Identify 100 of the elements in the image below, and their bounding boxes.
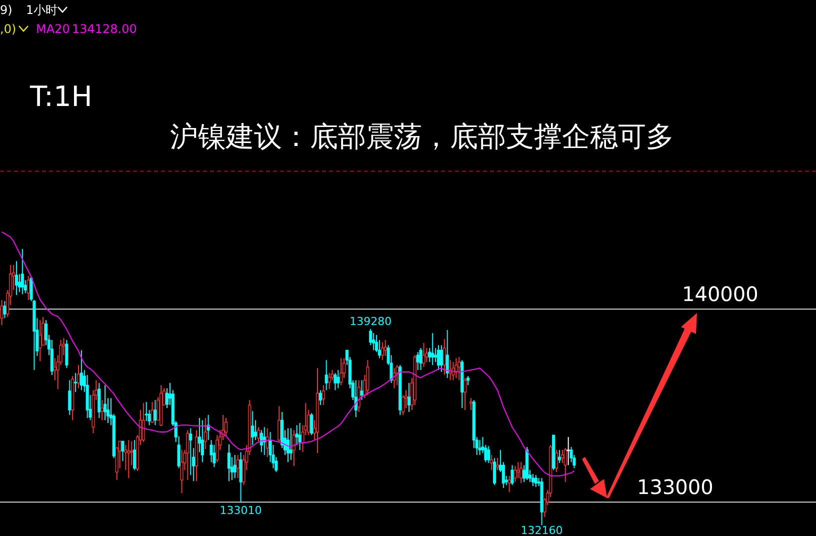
candlestick — [366, 360, 370, 396]
candlestick — [76, 364, 80, 389]
candlestick — [204, 417, 207, 450]
candlestick — [0, 299, 4, 326]
candlestick — [534, 474, 538, 488]
candlestick — [50, 339, 54, 376]
candlestick — [431, 332, 434, 366]
candlestick — [130, 440, 134, 466]
candlestick — [452, 362, 455, 381]
annotation: 133010 — [220, 504, 262, 517]
candlestick — [490, 454, 494, 471]
candlestick — [278, 406, 281, 442]
candlestick — [369, 328, 372, 346]
candlestick — [378, 339, 382, 359]
candlestick — [334, 372, 337, 391]
candlestick — [144, 402, 148, 422]
candlestick — [180, 449, 184, 494]
candlestick — [233, 454, 236, 479]
candlestick — [236, 454, 240, 479]
annotation: ,0) — [0, 22, 16, 36]
candlestick — [416, 352, 420, 371]
candlestick — [189, 428, 192, 476]
candlestick — [121, 440, 124, 462]
candlestick — [224, 417, 228, 437]
candlestick — [20, 248, 24, 295]
candlestick — [554, 449, 558, 473]
candlestick — [65, 339, 68, 369]
candlestick — [200, 420, 204, 463]
candlestick — [38, 320, 42, 362]
candlestick — [425, 347, 428, 363]
candlestick — [372, 332, 376, 351]
candlestick — [508, 475, 511, 493]
candlestick — [478, 440, 482, 456]
candlestick — [458, 356, 461, 381]
candlestick — [310, 412, 314, 436]
candlestick — [295, 424, 298, 446]
candlestick — [466, 376, 470, 386]
candlestick — [127, 440, 130, 479]
candlestick — [150, 402, 154, 424]
candlestick — [142, 402, 145, 442]
candlestick — [392, 368, 396, 389]
candlestick — [380, 342, 384, 361]
candlestick — [564, 448, 567, 482]
candlestick — [487, 446, 490, 464]
candlestick — [104, 384, 107, 421]
candlestick — [74, 372, 78, 393]
candlestick — [558, 449, 562, 464]
candlestick — [322, 384, 325, 406]
candlestick — [566, 436, 570, 466]
annotation: 1小时 — [26, 3, 58, 17]
candlestick — [434, 347, 438, 363]
candlestick — [454, 358, 458, 379]
text: T:1H — [29, 80, 92, 113]
candlestick — [520, 462, 523, 484]
candlestick — [262, 426, 266, 456]
candlestick — [227, 444, 231, 482]
candlestick — [266, 428, 269, 458]
candlestick — [100, 400, 104, 421]
candlestick — [340, 358, 343, 386]
candlestick — [210, 440, 213, 463]
candlestick — [396, 364, 399, 386]
candlestick — [286, 428, 290, 463]
candlestick — [98, 382, 101, 418]
candlestick — [154, 400, 157, 426]
candlestick — [186, 430, 190, 481]
ref-line-label: 140000 — [682, 282, 758, 306]
candlestick — [407, 382, 411, 412]
candlestick — [328, 372, 331, 390]
candlestick — [289, 428, 292, 460]
candlestick — [354, 380, 358, 418]
candlestick — [292, 430, 296, 466]
candlestick — [516, 462, 520, 479]
candlestick — [446, 330, 449, 379]
annotation: 134128.00 — [72, 22, 137, 36]
annotation: 132160 — [520, 524, 563, 536]
candlestick — [336, 370, 340, 389]
candlestick — [440, 344, 443, 372]
annotation: 139280 — [350, 314, 392, 328]
candlestick — [384, 339, 387, 356]
candlestick — [510, 464, 514, 486]
candlestick — [256, 426, 260, 442]
candlestick — [260, 430, 263, 453]
candlestick — [531, 473, 534, 487]
candlestick — [360, 380, 364, 401]
candlestick — [14, 260, 18, 296]
candlestick — [80, 350, 83, 391]
candlestick — [493, 457, 496, 486]
candlestick — [496, 457, 500, 471]
annotation: 9) — [0, 3, 12, 17]
candlestick — [469, 398, 472, 410]
candlestick — [133, 440, 136, 471]
text: MA20 — [36, 22, 70, 36]
ref-line-label: 133000 — [637, 475, 714, 500]
candlestick — [560, 449, 564, 464]
candlestick — [318, 390, 322, 406]
candlestick — [254, 420, 258, 441]
candlestick — [3, 300, 6, 319]
candlestick — [514, 465, 517, 482]
candlestick — [68, 380, 72, 416]
candlestick — [442, 338, 446, 376]
